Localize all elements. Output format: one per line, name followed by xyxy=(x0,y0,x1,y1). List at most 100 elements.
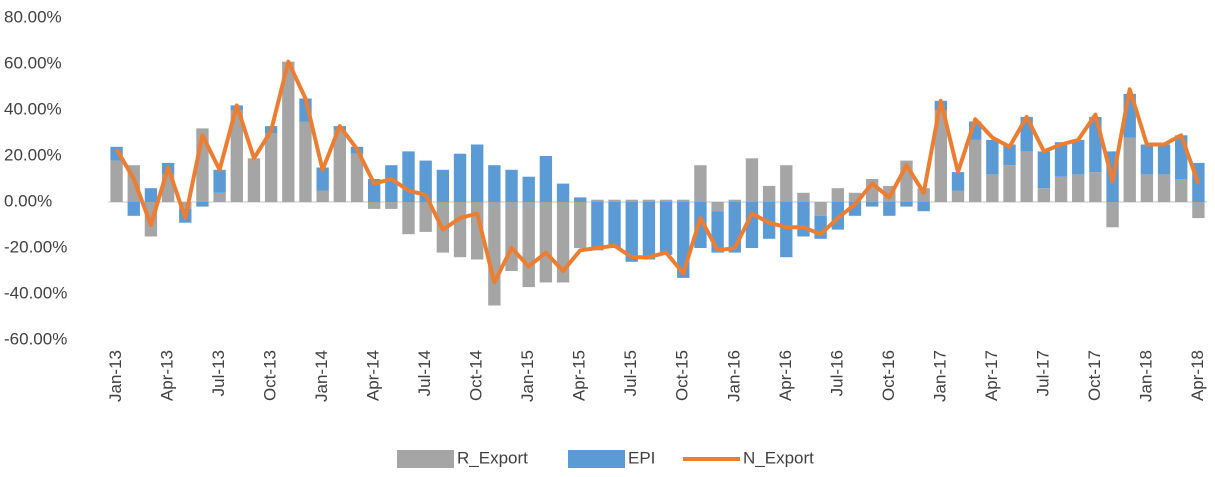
legend-swatch xyxy=(397,450,454,468)
x-tick-label: Jan-13 xyxy=(106,350,125,402)
bar xyxy=(797,202,810,237)
bar xyxy=(1037,188,1051,202)
bar xyxy=(436,169,450,202)
x-tick-label: Apr-18 xyxy=(1188,350,1207,401)
bar xyxy=(1157,174,1171,202)
x-tick-label: Jan-14 xyxy=(312,350,331,402)
bar xyxy=(539,202,553,283)
x-tick-label: Jan-16 xyxy=(724,350,743,402)
bar xyxy=(986,174,999,202)
bar xyxy=(1192,202,1205,219)
bar xyxy=(333,130,347,202)
bar xyxy=(591,202,604,251)
bar xyxy=(848,192,862,202)
bar xyxy=(625,199,638,202)
bar xyxy=(350,153,364,202)
bar xyxy=(608,199,621,202)
bar xyxy=(385,202,398,209)
bar xyxy=(951,190,965,202)
bar xyxy=(1054,176,1068,202)
bar xyxy=(677,199,690,202)
bar xyxy=(488,202,501,306)
x-tick-label: Jan-17 xyxy=(930,350,949,402)
bar xyxy=(144,188,158,202)
bar xyxy=(556,183,570,202)
x-tick-label: Apr-15 xyxy=(570,350,589,401)
y-tick-label: -40.00% xyxy=(4,283,67,302)
bar xyxy=(900,202,913,207)
bar xyxy=(230,110,243,202)
bar xyxy=(797,192,810,202)
bar xyxy=(505,169,518,202)
x-tick-label: Oct-16 xyxy=(879,350,898,401)
bar xyxy=(625,202,638,262)
legend-label: N_Export xyxy=(743,448,814,467)
x-tick-label: Apr-17 xyxy=(982,350,1001,401)
x-tick-label: Jan-15 xyxy=(518,350,537,402)
bar xyxy=(814,202,827,216)
bar xyxy=(831,188,844,202)
bar xyxy=(574,202,587,248)
y-tick-label: -60.00% xyxy=(4,329,67,348)
bar xyxy=(1123,137,1136,202)
bar xyxy=(1003,144,1016,166)
x-tick-label: Apr-13 xyxy=(158,350,177,401)
bar xyxy=(883,202,896,216)
bar xyxy=(471,144,484,202)
legend-label: R_Export xyxy=(457,448,528,467)
legend-swatch xyxy=(568,450,625,468)
bar xyxy=(1037,151,1051,189)
bar xyxy=(127,202,140,216)
bar xyxy=(608,202,621,248)
bar xyxy=(1054,142,1068,177)
bar xyxy=(574,197,587,202)
bar xyxy=(968,139,982,202)
bar xyxy=(453,153,467,202)
bar xyxy=(1072,139,1085,175)
x-tick-label: Apr-14 xyxy=(364,350,383,401)
x-tick-label: Jan-18 xyxy=(1136,350,1155,402)
y-tick-label: 20.00% xyxy=(4,145,62,164)
bar xyxy=(934,110,948,202)
bar xyxy=(419,160,432,202)
bar xyxy=(213,192,226,202)
x-tick-label: Oct-15 xyxy=(673,350,692,401)
bar xyxy=(196,202,209,207)
bar xyxy=(316,190,329,202)
y-tick-label: 40.00% xyxy=(4,99,62,118)
line xyxy=(114,59,1201,285)
bar xyxy=(1140,144,1154,175)
y-tick-label: 80.00% xyxy=(4,7,62,26)
x-tick-label: Jul-13 xyxy=(209,350,228,396)
bar xyxy=(316,167,329,191)
bar xyxy=(282,61,295,203)
bar xyxy=(488,165,501,202)
legend-label: EPI xyxy=(628,448,655,467)
bar xyxy=(728,199,741,202)
bar xyxy=(453,202,467,258)
bar xyxy=(213,169,226,193)
bar xyxy=(1003,165,1016,202)
x-tick-label: Jul-17 xyxy=(1033,350,1052,396)
bar xyxy=(694,165,707,202)
bar xyxy=(419,202,432,232)
bar xyxy=(1072,174,1085,202)
x-tick-label: Jul-15 xyxy=(621,350,640,396)
bar xyxy=(179,202,192,209)
bar xyxy=(711,202,724,212)
bar xyxy=(659,199,673,202)
bar xyxy=(659,202,673,255)
bar xyxy=(1106,202,1119,228)
y-tick-label: -20.00% xyxy=(4,237,67,256)
bar xyxy=(865,202,879,207)
bar xyxy=(539,156,553,202)
bar xyxy=(745,158,759,202)
bar xyxy=(522,202,535,288)
x-tick-label: Oct-14 xyxy=(467,350,486,401)
x-tick-label: Apr-16 xyxy=(776,350,795,401)
bar xyxy=(402,151,415,202)
bar xyxy=(402,202,415,235)
y-tick-label: 60.00% xyxy=(4,53,62,72)
bar xyxy=(780,165,793,202)
